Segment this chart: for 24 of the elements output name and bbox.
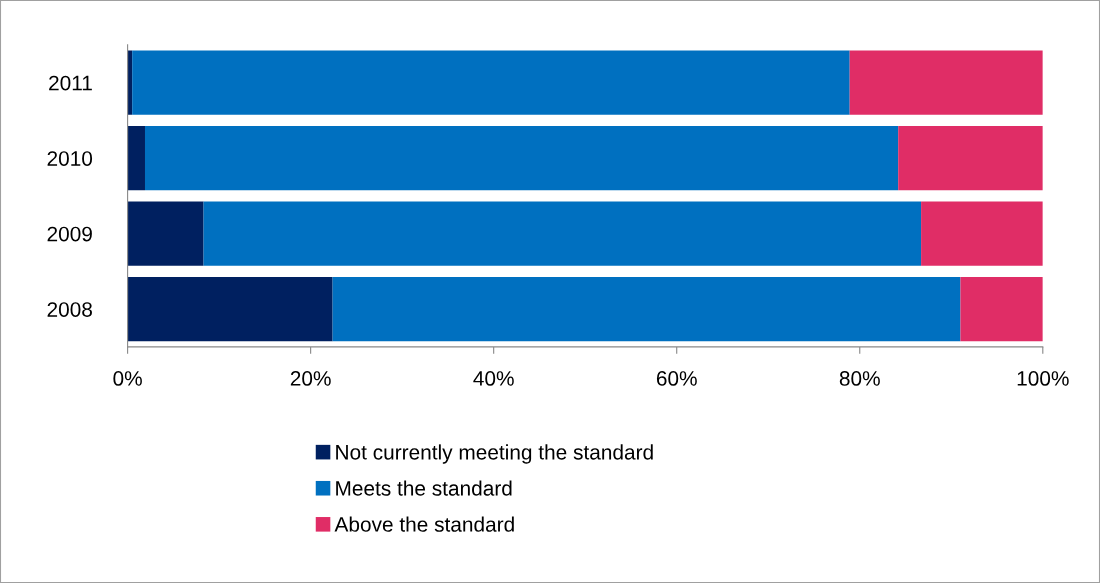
x-tick-label: 100% [1017, 371, 1069, 386]
bar [127, 277, 333, 342]
bar [898, 126, 1043, 191]
x-tick-label: 60% [656, 371, 697, 386]
y-tick-label: 2008 [47, 302, 92, 317]
bar [127, 126, 145, 191]
y-tick-label: 2011 [49, 75, 92, 91]
legend-label: Above the standard [334, 516, 514, 532]
y-tick-label: 2009 [47, 226, 92, 242]
legend-label: Meets the standard [336, 480, 512, 496]
x-tick-label: 20% [290, 371, 331, 386]
bar [127, 201, 204, 266]
bar [132, 50, 850, 115]
bar [332, 277, 961, 342]
bar [203, 201, 922, 266]
y-tick-label: 2010 [47, 151, 93, 166]
bar [144, 126, 899, 191]
x-tick-label: 80% [839, 371, 880, 386]
x-tick-label: 40% [473, 371, 514, 386]
bar [960, 277, 1043, 342]
bar [921, 201, 1043, 266]
x-tick-label: 0% [113, 371, 142, 386]
legend-label: Not currently meeting the standard [336, 444, 653, 464]
bar [849, 50, 1043, 115]
